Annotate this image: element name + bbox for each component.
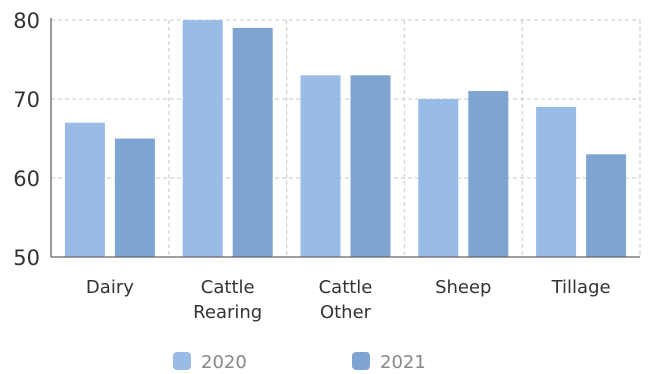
bar-2021-cattle-other (350, 75, 391, 257)
x-tick-label: Cattle Rearing (193, 277, 262, 323)
legend: 2020 2021 (173, 352, 426, 373)
bar-2020-dairy (64, 122, 105, 257)
y-tick-label: 50 (13, 246, 40, 270)
legend-label: 2020 (201, 352, 247, 373)
bar-2020-cattle-rearing (182, 20, 223, 257)
x-tick-label: Sheep (435, 277, 491, 298)
bar-2020-cattle-other (300, 75, 341, 257)
x-tick-label: Dairy (86, 277, 134, 298)
y-tick-label: 80 (13, 9, 40, 33)
bar-2021-dairy (114, 138, 155, 257)
bar-2021-tillage (586, 154, 627, 257)
legend-swatch (173, 352, 191, 370)
y-tick-label: 60 (13, 167, 40, 191)
bars (64, 20, 627, 258)
bar-2021-sheep (468, 91, 509, 257)
legend-label: 2021 (380, 352, 426, 373)
bar-2020-sheep (418, 99, 459, 257)
x-tick-label: Tillage (551, 277, 611, 298)
y-tick-label: 70 (13, 88, 40, 112)
bar-2020-tillage (536, 106, 577, 258)
bar-2021-cattle-rearing (232, 27, 273, 258)
x-tick-label: Cattle Other (319, 277, 373, 323)
legend-swatch (352, 352, 370, 370)
